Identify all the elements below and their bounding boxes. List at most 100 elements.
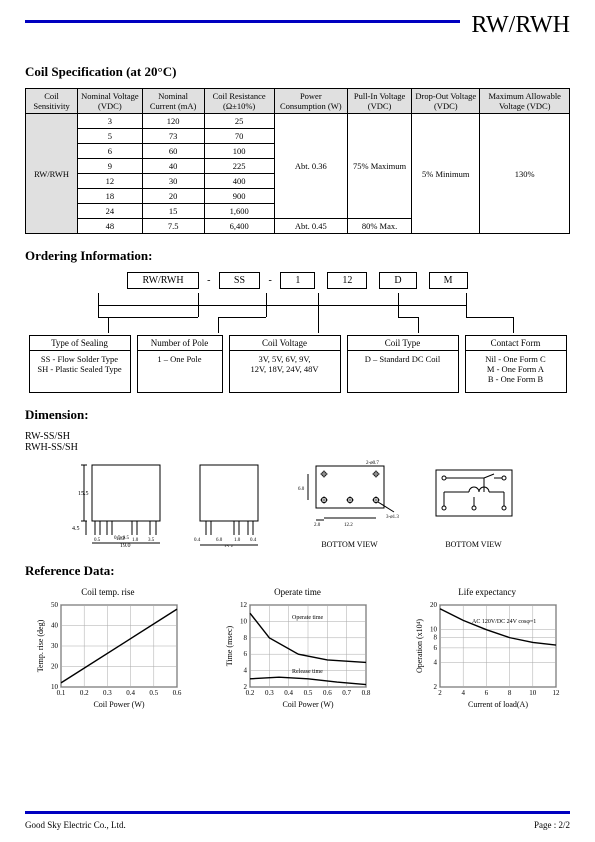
svg-text:0.2: 0.2 <box>80 689 89 697</box>
ordering-cards: Type of SealingSS - Flow Solder TypeSH -… <box>25 335 570 393</box>
chart-operate-time: Operate time 0.20.30.40.50.60.70.8246810… <box>222 587 372 712</box>
svg-text:1.0: 1.0 <box>132 538 139 543</box>
dimension-heading: Dimension: <box>25 407 570 423</box>
ordering-card: Contact FormNil - One Form CM - One Form… <box>465 335 567 393</box>
svg-text:2: 2 <box>438 689 442 697</box>
svg-text:12.2: 12.2 <box>344 523 353 528</box>
svg-text:Current of load(A): Current of load(A) <box>468 700 528 709</box>
svg-text:0.7: 0.7 <box>343 689 352 697</box>
page-header: RW/RWH <box>25 20 570 50</box>
page-footer: Good Sky Electric Co., Ltd. Page : 2/2 <box>25 820 570 830</box>
table-row: RW/RWH312025Abt. 0.3675% Maximum5% Minim… <box>26 114 570 129</box>
svg-text:10: 10 <box>51 683 59 691</box>
svg-text:6.0: 6.0 <box>298 487 305 492</box>
svg-text:8: 8 <box>434 634 438 642</box>
table-header: Coil Resistance (Ω±10%) <box>204 89 274 114</box>
svg-text:8: 8 <box>508 689 512 697</box>
table-header: Power Consumption (W) <box>274 89 347 114</box>
svg-text:0.8: 0.8 <box>362 689 371 697</box>
svg-text:Coil Power (W): Coil Power (W) <box>93 700 144 709</box>
svg-text:12.2: 12.2 <box>116 537 125 542</box>
product-title: RW/RWH <box>471 12 570 39</box>
svg-text:3.5: 3.5 <box>148 538 155 543</box>
svg-text:4: 4 <box>462 689 466 697</box>
coil-spec-heading: Coil Specification (at 20°C) <box>25 64 570 80</box>
svg-text:1.0: 1.0 <box>234 538 241 543</box>
reference-heading: Reference Data: <box>25 563 570 579</box>
svg-text:Time (msec): Time (msec) <box>225 625 234 666</box>
svg-text:0.4: 0.4 <box>126 689 135 697</box>
ordering-token: SS <box>219 272 260 289</box>
footer-rule <box>25 811 570 814</box>
ordering-token: D <box>379 272 416 289</box>
svg-text:0.6: 0.6 <box>172 689 181 697</box>
dimension-variant1: RW-SS/SH <box>25 431 570 442</box>
table-header: Coil Sensitivity <box>26 89 78 114</box>
svg-text:0.3: 0.3 <box>265 689 274 697</box>
svg-text:15.5: 15.5 <box>78 491 89 497</box>
svg-text:AC 120V/DC 24V cosφ=1: AC 120V/DC 24V cosφ=1 <box>472 619 536 625</box>
svg-text:Operate time: Operate time <box>292 615 323 621</box>
coil-spec-table: Coil SensitivityNominal Voltage (VDC)Nom… <box>25 88 570 234</box>
dimension-side-view: 15.5 4.5 19.0 0.5 0.5x0.5 1.0 3.5 12.2 <box>72 457 172 549</box>
svg-text:13.4: 13.4 <box>224 546 233 547</box>
svg-text:0.4: 0.4 <box>250 538 257 543</box>
bottom-view-label-2: BOTTOM VIEW <box>424 540 524 549</box>
footer-company: Good Sky Electric Co., Ltd. <box>25 820 126 830</box>
ordering-card: Coil TypeD – Standard DC Coil <box>347 335 459 393</box>
table-header: Maximum Allowable Voltage (VDC) <box>480 89 570 114</box>
table-header: Pull-In Voltage (VDC) <box>348 89 412 114</box>
svg-text:6: 6 <box>485 689 489 697</box>
svg-text:10: 10 <box>240 617 248 625</box>
header-rule <box>25 20 460 23</box>
svg-text:0.5: 0.5 <box>149 689 158 697</box>
svg-text:Operation (x10⁴): Operation (x10⁴) <box>415 619 424 673</box>
ordering-token: M <box>429 272 468 289</box>
svg-text:0.5: 0.5 <box>304 689 313 697</box>
table-header: Drop-Out Voltage (VDC) <box>412 89 480 114</box>
svg-text:Temp. rise (deg): Temp. rise (deg) <box>36 619 45 672</box>
ordering-card: Coil Voltage3V, 5V, 6V, 9V,12V, 18V, 24V… <box>229 335 341 393</box>
svg-text:2: 2 <box>244 683 248 691</box>
svg-text:12: 12 <box>240 601 248 609</box>
svg-text:12: 12 <box>553 689 561 697</box>
svg-text:10: 10 <box>430 626 438 634</box>
chart-coil-temp: Coil temp. rise 0.10.20.30.40.50.6102030… <box>33 587 183 712</box>
svg-text:2.0: 2.0 <box>314 523 321 528</box>
svg-text:6: 6 <box>434 644 438 652</box>
table-header: Nominal Voltage (VDC) <box>78 89 143 114</box>
svg-text:8: 8 <box>244 634 248 642</box>
svg-text:4: 4 <box>434 658 438 666</box>
svg-text:2: 2 <box>434 683 438 691</box>
svg-text:0.3: 0.3 <box>103 689 112 697</box>
svg-text:50: 50 <box>51 601 59 609</box>
bottom-view-label: BOTTOM VIEW <box>290 540 410 549</box>
svg-text:0.1: 0.1 <box>56 689 65 697</box>
dimension-schematic: BOTTOM VIEW <box>424 460 524 549</box>
svg-text:0.2: 0.2 <box>246 689 255 697</box>
ordering-tokens: RW/RWH - SS - 112DM <box>25 272 570 289</box>
svg-text:40: 40 <box>51 622 59 630</box>
svg-text:20: 20 <box>430 601 438 609</box>
ordering-token: 12 <box>327 272 367 289</box>
ordering-bus-lines <box>68 293 528 333</box>
svg-text:2-ø0.7: 2-ø0.7 <box>366 461 379 466</box>
svg-text:6.0: 6.0 <box>216 538 223 543</box>
ordering-heading: Ordering Information: <box>25 248 570 264</box>
svg-text:6: 6 <box>244 650 248 658</box>
svg-text:0.4: 0.4 <box>194 538 201 543</box>
svg-text:10: 10 <box>529 689 537 697</box>
dimension-bottom-view-1: 6.0 2-ø0.7 3-ø1.3 2.0 12.2 BOTTOM VIEW <box>290 460 410 549</box>
footer-page: Page : 2/2 <box>534 820 570 830</box>
svg-text:20: 20 <box>51 663 59 671</box>
ordering-card: Number of Pole1 – One Pole <box>137 335 223 393</box>
table-header: Nominal Current (mA) <box>142 89 204 114</box>
ordering-token: 1 <box>280 272 315 289</box>
dimension-drawings: 15.5 4.5 19.0 0.5 0.5x0.5 1.0 3.5 12.2 0… <box>25 457 570 549</box>
dimension-variant2: RWH-SS/SH <box>25 442 570 453</box>
ordering-token: RW/RWH <box>127 272 198 289</box>
svg-text:19.0: 19.0 <box>120 543 131 547</box>
svg-text:3-ø1.3: 3-ø1.3 <box>386 515 399 520</box>
dimension-front-view: 0.4 6.0 1.0 0.4 13.4 <box>186 457 276 549</box>
ordering-card: Type of SealingSS - Flow Solder TypeSH -… <box>29 335 131 393</box>
